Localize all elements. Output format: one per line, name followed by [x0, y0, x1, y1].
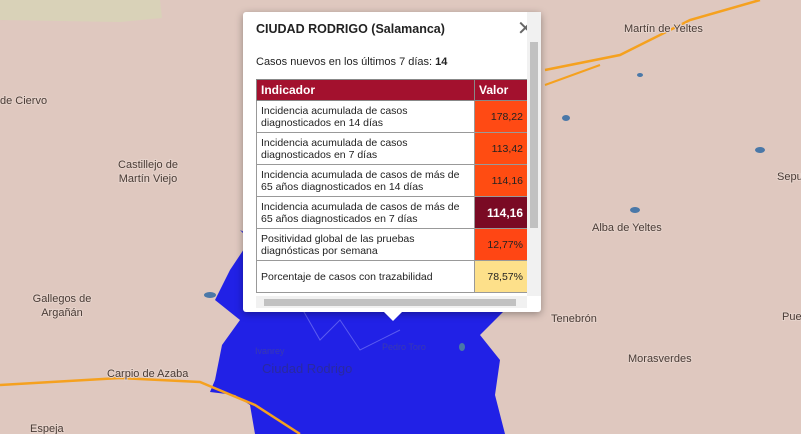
summary-value: 14 [435, 56, 448, 68]
place-label: Martín Viejo [119, 173, 178, 185]
place-label: Martín de Yeltes [624, 23, 703, 35]
popup-title: CIUDAD RODRIGO (Salamanca) [256, 22, 445, 36]
popup-content: CIUDAD RODRIGO (Salamanca) Casos nuevos … [256, 12, 527, 294]
header-cell: Indicador [256, 79, 475, 101]
header-cell: Valor [474, 79, 527, 101]
table-row: Incidencia acumulada de casos diagnostic… [256, 100, 527, 133]
place-label: Tenebrón [551, 313, 597, 325]
table-row: Positividad global de las pruebas diagnó… [256, 228, 527, 261]
road [0, 376, 301, 434]
road [544, 64, 601, 86]
lakes [204, 73, 765, 351]
indicator-cell: Incidencia acumulada de casos diagnostic… [256, 100, 475, 133]
table-row: Incidencia acumulada de casos diagnostic… [256, 132, 527, 165]
indicator-cell: Positividad global de las pruebas diagnó… [256, 228, 475, 261]
land-area [0, 0, 162, 22]
place-label: Carpio de Azaba [107, 368, 189, 380]
place-label: Gallegos de [33, 293, 92, 305]
indicator-table: Indicador Valor Incidencia acumulada de c… [256, 79, 527, 293]
place-label: Alba de Yeltes [592, 222, 662, 234]
place-label: Sepu [777, 171, 801, 183]
table-row: Porcentaje de casos con trazabilidad 78,5… [256, 260, 527, 293]
place-label: Pedro Toro [382, 342, 426, 352]
boundary [299, 304, 401, 351]
horizontal-scrollbar[interactable] [256, 296, 527, 308]
place-label: Ciudad Rodrigo [262, 361, 352, 376]
place-label: Castillejo de [118, 159, 178, 171]
municipality-area [210, 230, 505, 434]
place-label: de Ciervo [0, 95, 47, 107]
indicator-cell: Porcentaje de casos con trazabilidad [256, 260, 475, 293]
place-label: Argañán [41, 307, 83, 319]
summary: Casos nuevos en los últimos 7 días: 14 [256, 56, 527, 68]
place-label: Ivanrey [255, 346, 285, 356]
vertical-scrollbar[interactable] [527, 12, 541, 296]
value-cell: 114,16 [474, 164, 527, 197]
value-cell: 114,16 [474, 196, 527, 229]
place-label: Morasverdes [628, 353, 692, 365]
popup-pointer [383, 311, 403, 321]
table-row: Incidencia acumulada de casos de más de … [256, 164, 527, 197]
indicator-cell: Incidencia acumulada de casos de más de … [256, 164, 475, 197]
place-label: Espeja [30, 423, 65, 434]
indicator-cell: Incidencia acumulada de casos diagnostic… [256, 132, 475, 165]
value-cell: 113,42 [474, 132, 527, 165]
indicator-cell: Incidencia acumulada de casos de más de … [256, 196, 475, 229]
value-cell: 78,57% [474, 260, 527, 293]
table-row: Incidencia acumulada de casos de más de … [256, 196, 527, 229]
popup: CIUDAD RODRIGO (Salamanca) Casos nuevos … [243, 12, 541, 321]
value-cell: 178,22 [474, 100, 527, 133]
place-label: Pue [782, 311, 801, 323]
summary-label: Casos nuevos en los últimos 7 días: [256, 56, 433, 68]
value-cell: 12,77% [474, 228, 527, 261]
road [544, 0, 761, 72]
